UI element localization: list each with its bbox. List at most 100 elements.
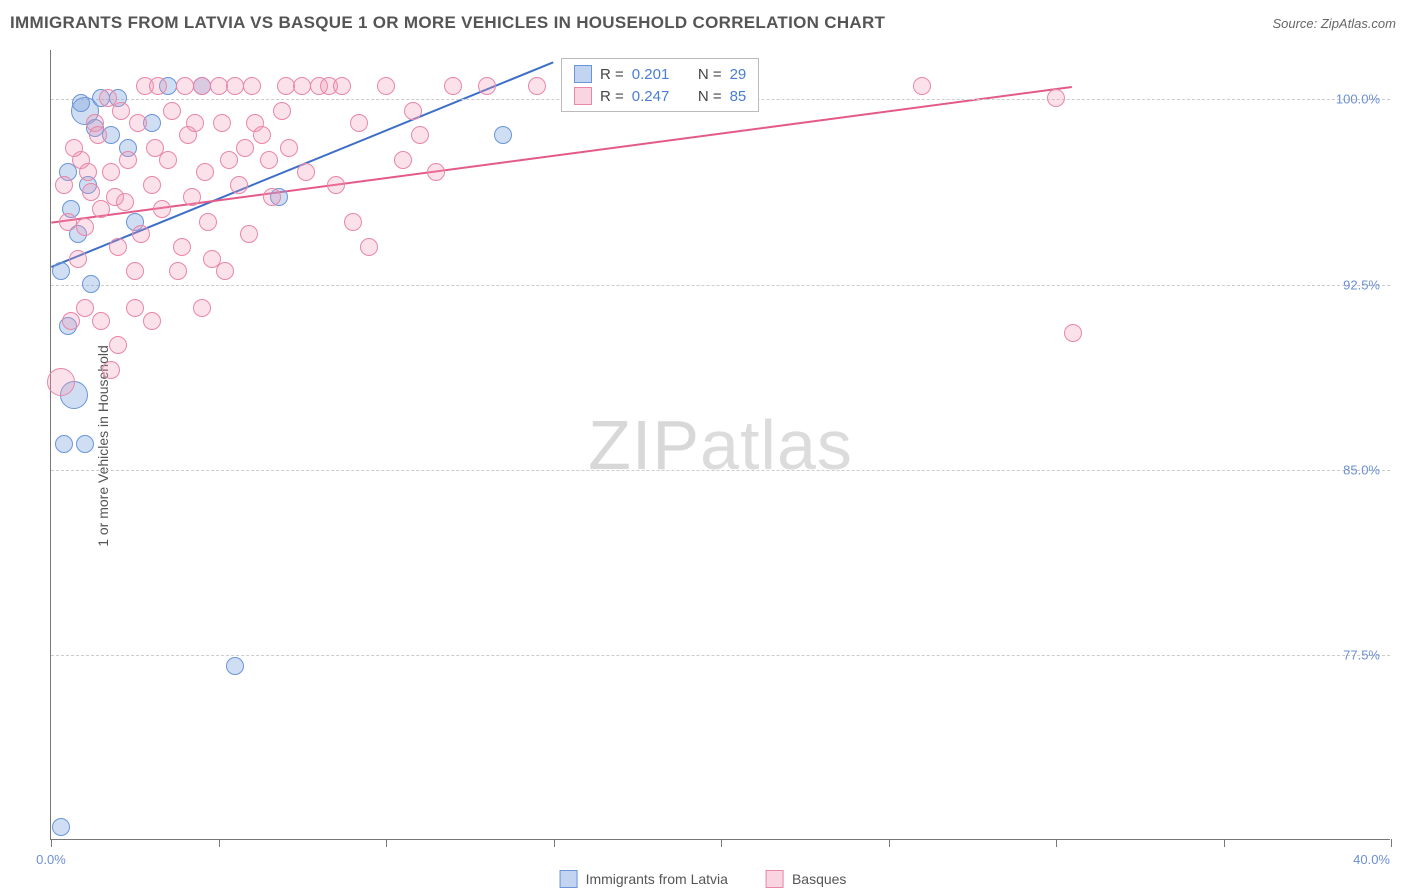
data-point-basques bbox=[76, 218, 94, 236]
legend-label-basques: Basques bbox=[792, 871, 846, 887]
data-point-basques bbox=[109, 336, 127, 354]
ytick-label: 92.5% bbox=[1343, 277, 1380, 292]
data-point-basques bbox=[153, 200, 171, 218]
legend-item-latvia: Immigrants from Latvia bbox=[556, 868, 732, 890]
data-point-basques bbox=[112, 102, 130, 120]
data-point-latvia bbox=[226, 657, 244, 675]
data-point-latvia bbox=[72, 94, 90, 112]
data-point-basques bbox=[79, 163, 97, 181]
data-point-basques bbox=[69, 250, 87, 268]
swatch-basques bbox=[574, 87, 592, 105]
data-point-latvia bbox=[52, 262, 70, 280]
data-point-basques bbox=[92, 312, 110, 330]
stats-row-latvia: R = 0.201 N = 29 bbox=[570, 63, 750, 85]
data-point-basques bbox=[293, 77, 311, 95]
data-point-latvia bbox=[82, 275, 100, 293]
data-point-basques bbox=[183, 188, 201, 206]
data-point-basques bbox=[1064, 324, 1082, 342]
data-point-basques bbox=[119, 151, 137, 169]
data-point-latvia bbox=[76, 435, 94, 453]
data-point-basques bbox=[186, 114, 204, 132]
data-point-basques bbox=[404, 102, 422, 120]
n-value-basques: 85 bbox=[730, 88, 747, 105]
data-point-basques bbox=[528, 77, 546, 95]
swatch-blue bbox=[560, 870, 578, 888]
data-point-basques bbox=[82, 183, 100, 201]
legend-label-latvia: Immigrants from Latvia bbox=[586, 871, 728, 887]
bottom-legend: Immigrants from Latvia Basques bbox=[556, 868, 851, 890]
data-point-basques bbox=[260, 151, 278, 169]
data-point-basques bbox=[213, 114, 231, 132]
data-point-basques bbox=[76, 299, 94, 317]
data-point-basques bbox=[273, 102, 291, 120]
xtick bbox=[219, 839, 220, 847]
ytick-label: 77.5% bbox=[1343, 647, 1380, 662]
stats-legend: R = 0.201 N = 29R = 0.247 N = 85 bbox=[561, 58, 759, 112]
data-point-basques bbox=[129, 114, 147, 132]
data-point-basques bbox=[173, 238, 191, 256]
gridline-h bbox=[51, 470, 1390, 471]
xtick bbox=[721, 839, 722, 847]
data-point-basques bbox=[236, 139, 254, 157]
data-point-basques bbox=[210, 77, 228, 95]
data-point-basques bbox=[913, 77, 931, 95]
data-point-basques bbox=[377, 77, 395, 95]
r-value-basques: 0.247 bbox=[632, 88, 670, 105]
data-point-basques bbox=[220, 151, 238, 169]
data-point-basques bbox=[65, 139, 83, 157]
data-point-basques bbox=[196, 163, 214, 181]
data-point-basques bbox=[59, 213, 77, 231]
data-point-basques bbox=[230, 176, 248, 194]
data-point-basques bbox=[176, 77, 194, 95]
data-point-basques bbox=[297, 163, 315, 181]
swatch-pink bbox=[766, 870, 784, 888]
data-point-latvia bbox=[52, 818, 70, 836]
data-point-basques bbox=[226, 77, 244, 95]
data-point-basques bbox=[89, 126, 107, 144]
data-point-basques bbox=[149, 77, 167, 95]
xtick-label: 40.0% bbox=[1353, 852, 1390, 867]
data-point-basques bbox=[199, 213, 217, 231]
xtick bbox=[889, 839, 890, 847]
watermark: ZIPatlas bbox=[588, 405, 853, 485]
data-point-basques bbox=[132, 225, 150, 243]
data-point-basques bbox=[159, 151, 177, 169]
data-point-basques bbox=[277, 77, 295, 95]
ytick-label: 100.0% bbox=[1336, 92, 1380, 107]
data-point-basques bbox=[102, 163, 120, 181]
data-point-basques bbox=[55, 176, 73, 194]
data-point-basques bbox=[143, 176, 161, 194]
data-point-basques bbox=[216, 262, 234, 280]
data-point-basques bbox=[126, 262, 144, 280]
legend-item-basques: Basques bbox=[762, 868, 850, 890]
data-point-basques bbox=[102, 361, 120, 379]
data-point-basques bbox=[240, 225, 258, 243]
data-point-basques bbox=[427, 163, 445, 181]
data-point-basques bbox=[126, 299, 144, 317]
data-point-basques bbox=[263, 188, 281, 206]
xtick-label: 0.0% bbox=[36, 852, 66, 867]
data-point-basques bbox=[203, 250, 221, 268]
data-point-basques bbox=[478, 77, 496, 95]
data-point-basques bbox=[193, 77, 211, 95]
data-point-latvia bbox=[55, 435, 73, 453]
xtick bbox=[1224, 839, 1225, 847]
r-value-latvia: 0.201 bbox=[632, 66, 670, 83]
xtick bbox=[386, 839, 387, 847]
xtick bbox=[1056, 839, 1057, 847]
data-point-basques bbox=[243, 77, 261, 95]
trendlines-layer bbox=[51, 50, 1390, 839]
data-point-basques bbox=[169, 262, 187, 280]
chart-source: Source: ZipAtlas.com bbox=[1272, 16, 1396, 31]
gridline-h bbox=[51, 285, 1390, 286]
ytick-label: 85.0% bbox=[1343, 462, 1380, 477]
xtick bbox=[1391, 839, 1392, 847]
xtick bbox=[51, 839, 52, 847]
data-point-basques bbox=[394, 151, 412, 169]
stats-row-basques: R = 0.247 N = 85 bbox=[570, 85, 750, 107]
data-point-basques bbox=[146, 139, 164, 157]
data-point-latvia bbox=[494, 126, 512, 144]
data-point-basques bbox=[47, 368, 75, 396]
data-point-basques bbox=[350, 114, 368, 132]
gridline-h bbox=[51, 655, 1390, 656]
